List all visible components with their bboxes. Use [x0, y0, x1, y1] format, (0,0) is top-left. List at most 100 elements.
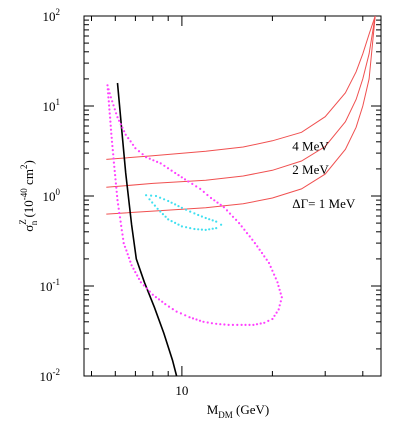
series-point [260, 251, 264, 255]
series-point [189, 227, 192, 230]
annotation-label: 4 MeV [292, 139, 329, 154]
series-point [108, 112, 111, 115]
series-point [177, 223, 180, 226]
series-point [132, 267, 135, 270]
series-point [170, 220, 173, 223]
series-point [118, 216, 122, 219]
series-point [164, 215, 167, 218]
series-point [204, 228, 207, 231]
series-point [121, 126, 124, 129]
series-point [115, 112, 118, 115]
series-point [153, 204, 156, 207]
series-point [279, 300, 282, 303]
series-point [109, 128, 113, 131]
axis-ticks [84, 16, 381, 377]
series-point [107, 92, 110, 95]
series-point [152, 159, 155, 162]
series-point [148, 198, 151, 201]
series-point [278, 288, 281, 291]
series-point [134, 271, 137, 274]
y-label-unit2: cm [21, 169, 36, 188]
series-point [109, 96, 112, 99]
series-point [129, 260, 132, 263]
series-point [235, 218, 238, 221]
series-point [159, 196, 162, 199]
series-point [137, 150, 141, 153]
series-point [117, 203, 120, 206]
series-point [206, 321, 209, 324]
series-point [109, 116, 112, 119]
series-point [209, 196, 213, 200]
series-point [116, 194, 119, 198]
series-point [243, 228, 246, 231]
series-point [163, 198, 166, 201]
series-point [159, 162, 162, 165]
series-point [219, 323, 222, 326]
series-point [263, 321, 266, 324]
series-point [130, 264, 133, 267]
series-point [177, 205, 180, 208]
series-point [180, 176, 183, 179]
series-line-3 [116, 82, 178, 377]
x-label-main: M [207, 402, 219, 417]
series-point [164, 303, 167, 306]
series-point [113, 169, 116, 173]
series-point [245, 232, 249, 235]
series-point [142, 284, 145, 287]
series-point [211, 219, 214, 222]
series-point [265, 258, 268, 261]
series-point [191, 182, 194, 185]
series-point [175, 310, 178, 313]
series-point [256, 245, 259, 248]
series-point [115, 186, 118, 189]
series-point [116, 199, 119, 202]
series-dots-5 [145, 194, 223, 231]
annotations: 4 MeV 2 MeV ΔΓ= 1 MeV [292, 139, 356, 211]
series-point [124, 133, 127, 136]
series-point [197, 228, 200, 231]
series-point [223, 323, 226, 326]
series-point [123, 245, 127, 248]
series-point [111, 149, 114, 152]
series-point [127, 137, 130, 140]
series-point [118, 119, 121, 122]
series-point [187, 180, 190, 183]
series-point [108, 92, 111, 95]
series-point [108, 108, 111, 111]
series-point [189, 210, 192, 213]
series-point [125, 249, 128, 252]
series-point [109, 120, 112, 123]
series-layer [106, 15, 376, 377]
series-point [151, 201, 154, 204]
series-point [271, 269, 274, 272]
series-line-1 [106, 15, 376, 188]
series-point [116, 116, 119, 119]
series-point [200, 228, 203, 231]
series-point [183, 178, 187, 181]
series-point [170, 169, 173, 172]
series-point [134, 147, 137, 150]
x-label-sub: DM [218, 410, 233, 420]
series-point [275, 311, 278, 314]
series-point [269, 265, 272, 268]
series-point [151, 293, 154, 296]
series-point [219, 203, 222, 206]
y-label-unit: (10 [21, 200, 36, 221]
series-point [180, 225, 183, 228]
series-point [119, 123, 122, 126]
series-point [161, 213, 164, 216]
series-point [244, 323, 247, 326]
series-point [174, 171, 177, 175]
series-point [278, 304, 281, 307]
y-label-sup: Z [18, 219, 28, 225]
series-point [240, 225, 243, 228]
x-label-unit: (GeV) [233, 402, 269, 417]
series-point [145, 287, 148, 290]
series-point [215, 220, 218, 223]
series-point [177, 174, 180, 177]
series-point [199, 187, 202, 190]
series-point [248, 235, 251, 238]
series-point [236, 323, 239, 326]
series-point [276, 281, 279, 284]
